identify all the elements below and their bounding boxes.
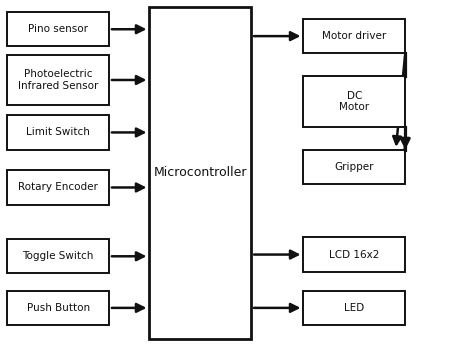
Text: Limit Switch: Limit Switch <box>26 127 90 138</box>
Text: LCD 16x2: LCD 16x2 <box>329 249 380 260</box>
Text: Microcontroller: Microcontroller <box>154 166 247 179</box>
Text: Gripper: Gripper <box>335 162 374 172</box>
Bar <box>149 7 251 339</box>
Text: Rotary Encoder: Rotary Encoder <box>18 182 98 193</box>
Text: Pino sensor: Pino sensor <box>28 24 88 34</box>
Bar <box>7 291 109 325</box>
Text: Toggle Switch: Toggle Switch <box>22 251 94 261</box>
Bar <box>303 237 405 272</box>
Text: LED: LED <box>344 303 365 313</box>
Bar <box>303 19 405 53</box>
Bar <box>7 12 109 46</box>
Bar <box>7 115 109 150</box>
Text: Motor driver: Motor driver <box>322 31 386 41</box>
Text: Photoelectric
Infrared Sensor: Photoelectric Infrared Sensor <box>18 69 98 91</box>
Bar <box>303 76 405 127</box>
Bar <box>7 55 109 105</box>
Text: Push Button: Push Button <box>27 303 90 313</box>
Bar <box>303 150 405 184</box>
Bar <box>303 291 405 325</box>
Bar <box>7 170 109 205</box>
Bar <box>7 239 109 273</box>
Text: DC
Motor: DC Motor <box>339 91 369 112</box>
